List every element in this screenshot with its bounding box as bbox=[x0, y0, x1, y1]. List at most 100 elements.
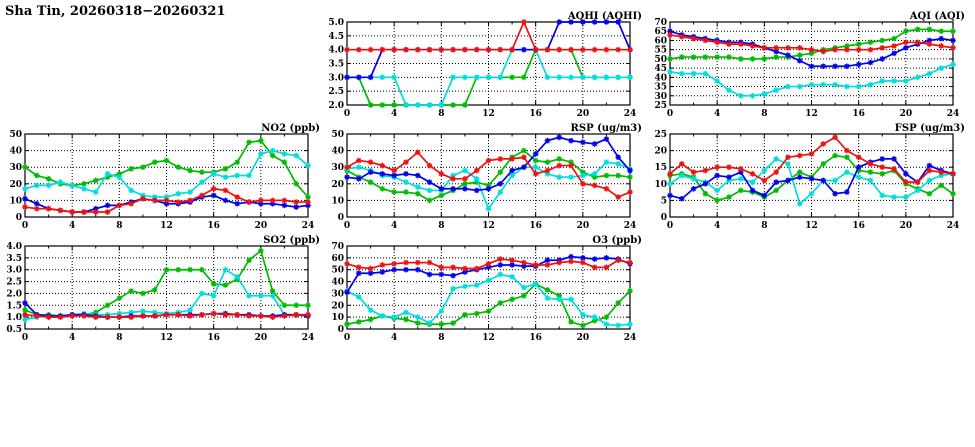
x-tick-label: 4 bbox=[714, 109, 720, 119]
chart-fsp: 0 5 10 15 20 25 0 4 8 12 16 20 24 FSP (ug/m3) bbox=[646, 120, 970, 232]
x-tick-label: 4 bbox=[69, 333, 75, 343]
x-tick-label: 16 bbox=[529, 333, 542, 343]
y-tick-label: 40 bbox=[331, 278, 344, 288]
y-tick-label: 25 bbox=[654, 130, 667, 140]
y-tick-label: 30 bbox=[331, 163, 344, 173]
y-tick-label: 2.0 bbox=[328, 101, 344, 111]
y-tick-label: 20 bbox=[331, 301, 344, 311]
x-tick-label: 4 bbox=[391, 109, 397, 119]
y-tick-label: 0.5 bbox=[6, 325, 22, 335]
x-tick-label: 12 bbox=[482, 333, 495, 343]
chart-so2: 0.5 1.0 1.5 2.0 2.5 3.0 3.5 4.0 0 4 8 12 16 20 24 SO2 (… bbox=[1, 232, 325, 344]
series-markers-blue bbox=[667, 156, 956, 202]
y-tick-label: 10 bbox=[9, 196, 22, 206]
x-tick-label: 24 bbox=[947, 221, 960, 231]
x-tick-label: 8 bbox=[116, 333, 122, 343]
x-tick-label: 16 bbox=[852, 221, 865, 231]
x-tick-label: 16 bbox=[529, 221, 542, 231]
y-tick-label: 70 bbox=[654, 18, 667, 28]
y-tick-label: 4.5 bbox=[328, 32, 344, 42]
y-tick-label: 4.0 bbox=[6, 242, 22, 252]
y-tick-label: 40 bbox=[654, 73, 667, 83]
plot-no2: 0 10 20 30 40 50 0 4 8 12 16 20 24 NO2 (ppb) bbox=[9, 123, 320, 231]
y-tick-label: 55 bbox=[654, 46, 667, 56]
y-tick-label: 30 bbox=[331, 289, 344, 299]
plot-rsp: 0 10 20 30 40 50 0 4 8 12 16 20 24 RSP (ug/m3) bbox=[331, 123, 642, 231]
series-markers-red bbox=[344, 149, 633, 200]
chart-no2: 0 10 20 30 40 50 0 4 8 12 16 20 24 NO2 (ppb) bbox=[1, 120, 325, 232]
series-line-green bbox=[346, 282, 631, 327]
y-tick-label: 50 bbox=[654, 55, 667, 65]
x-tick-label: 20 bbox=[255, 221, 268, 231]
y-tick-label: 3.0 bbox=[6, 266, 22, 276]
series-markers-red bbox=[667, 134, 956, 185]
x-tick-label: 24 bbox=[302, 333, 315, 343]
x-tick-label: 12 bbox=[805, 109, 818, 119]
y-tick-label: 35 bbox=[654, 83, 667, 93]
x-tick-label: 0 bbox=[22, 221, 28, 231]
x-tick-label: 0 bbox=[344, 333, 350, 343]
y-tick-label: 5 bbox=[661, 196, 667, 206]
x-tick-label: 0 bbox=[344, 221, 350, 231]
chart-title: FSP (ug/m3) bbox=[895, 123, 965, 134]
x-tick-label: 12 bbox=[482, 109, 495, 119]
x-tick-label: 8 bbox=[438, 333, 444, 343]
y-tick-label: 3.0 bbox=[328, 73, 344, 83]
chart-aqi: 25 30 35 40 45 50 55 60 65 70 0 4 8 12 16 20 24 AQI (AQI) bbox=[646, 8, 970, 120]
x-tick-label: 8 bbox=[438, 109, 444, 119]
x-tick-label: 24 bbox=[624, 333, 637, 343]
x-tick-label: 8 bbox=[438, 221, 444, 231]
y-tick-label: 15 bbox=[654, 163, 667, 173]
x-tick-label: 24 bbox=[302, 221, 315, 231]
x-tick-label: 24 bbox=[624, 221, 637, 231]
x-tick-label: 20 bbox=[577, 221, 590, 231]
y-tick-label: 30 bbox=[654, 92, 667, 102]
y-tick-label: 1.5 bbox=[6, 301, 22, 311]
y-tick-label: 0 bbox=[16, 213, 22, 223]
y-tick-label: 65 bbox=[654, 27, 667, 37]
x-tick-label: 20 bbox=[900, 221, 913, 231]
plot-aqhi: 2.0 2.5 3.0 3.5 4.0 4.5 5.0 0 4 8 12 16 20 24 AQHI (AQ… bbox=[328, 11, 642, 119]
x-tick-label: 16 bbox=[207, 221, 220, 231]
x-tick-label: 0 bbox=[344, 109, 350, 119]
series-markers-cyan bbox=[22, 147, 311, 200]
x-tick-label: 16 bbox=[207, 333, 220, 343]
chart-aqhi: 2.0 2.5 3.0 3.5 4.0 4.5 5.0 0 4 8 12 16 20 24 AQHI (AQ… bbox=[323, 8, 647, 120]
y-tick-label: 20 bbox=[654, 147, 667, 157]
y-tick-label: 2.0 bbox=[6, 289, 22, 299]
x-tick-label: 12 bbox=[482, 221, 495, 231]
series-markers-red bbox=[22, 185, 311, 215]
x-tick-label: 4 bbox=[391, 221, 397, 231]
chart-o3: 0 10 20 30 40 50 60 70 0 4 8 12 16 20 24 O3 (ppb) bbox=[323, 232, 647, 344]
y-tick-label: 10 bbox=[331, 196, 344, 206]
plot-fsp: 0 5 10 15 20 25 0 4 8 12 16 20 24 FSP (ug/m3) bbox=[654, 123, 965, 231]
x-tick-label: 0 bbox=[667, 221, 673, 231]
chart-title: RSP (ug/m3) bbox=[571, 123, 642, 134]
y-tick-label: 10 bbox=[654, 180, 667, 190]
y-tick-label: 0 bbox=[661, 213, 667, 223]
x-tick-label: 12 bbox=[805, 221, 818, 231]
y-tick-label: 50 bbox=[331, 130, 344, 140]
y-tick-label: 20 bbox=[331, 180, 344, 190]
y-tick-label: 50 bbox=[9, 130, 22, 140]
y-tick-label: 4.0 bbox=[328, 46, 344, 56]
y-tick-label: 10 bbox=[331, 313, 344, 323]
y-tick-label: 20 bbox=[9, 180, 22, 190]
y-tick-label: 2.5 bbox=[6, 278, 22, 288]
chart-title: SO2 (ppb) bbox=[263, 235, 320, 246]
y-tick-label: 0 bbox=[338, 325, 344, 335]
x-tick-label: 8 bbox=[761, 221, 767, 231]
x-tick-label: 16 bbox=[529, 109, 542, 119]
y-tick-label: 1.0 bbox=[6, 313, 22, 323]
y-tick-label: 3.5 bbox=[328, 60, 344, 70]
y-tick-label: 45 bbox=[654, 64, 667, 74]
x-tick-label: 8 bbox=[761, 109, 767, 119]
series-markers-blue bbox=[344, 134, 633, 194]
series-markers-cyan bbox=[667, 61, 956, 99]
chart-title: O3 (ppb) bbox=[592, 235, 642, 246]
y-tick-label: 60 bbox=[331, 254, 344, 264]
x-tick-label: 0 bbox=[667, 109, 673, 119]
y-tick-label: 25 bbox=[654, 101, 667, 111]
